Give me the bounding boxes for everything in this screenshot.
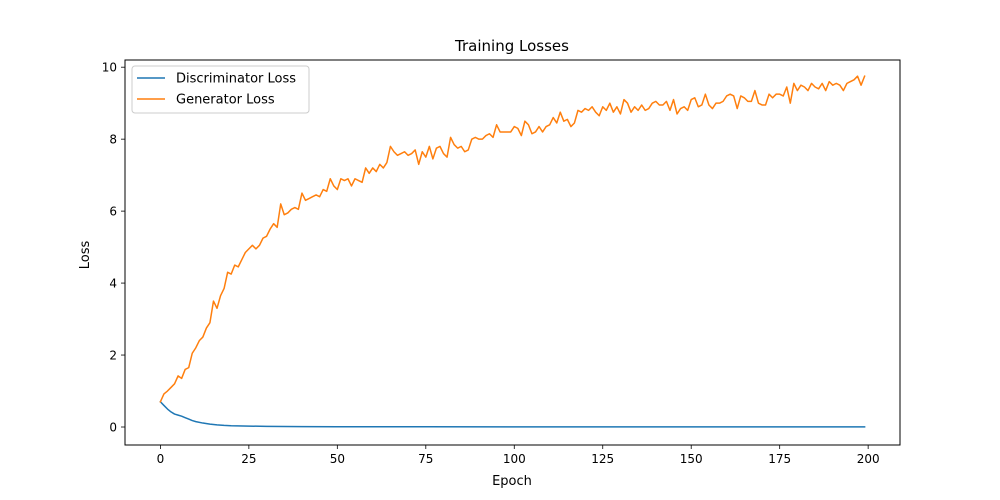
- legend-label-1: Generator Loss: [176, 93, 275, 108]
- y-axis-label: Loss: [78, 241, 93, 270]
- x-tick-label: 200: [857, 452, 880, 466]
- legend-box: [131, 65, 310, 114]
- legend-label-0: Discriminator Loss: [176, 72, 296, 87]
- x-tick-label: 25: [241, 452, 256, 466]
- x-tick-label: 100: [503, 452, 526, 466]
- chart-title: Training Losses: [454, 37, 569, 55]
- legend: Discriminator Loss Generator Loss: [131, 65, 310, 114]
- x-tick-label: 125: [591, 452, 614, 466]
- x-tick-label: 50: [330, 452, 345, 466]
- x-tick-label: 75: [418, 452, 433, 466]
- y-axis: 0 2 4 6 8 10: [102, 61, 125, 435]
- x-tick-label: 150: [680, 452, 703, 466]
- y-tick-label: 10: [102, 61, 117, 75]
- y-tick-label: 4: [109, 277, 117, 291]
- plot-frame: [124, 59, 901, 446]
- y-tick-label: 0: [109, 421, 117, 435]
- x-axis: 0 25 50 75 100 125 150 175 200: [157, 445, 880, 466]
- series-line-1: [159, 75, 866, 403]
- y-tick-label: 8: [109, 133, 117, 147]
- x-tick-label: 175: [768, 452, 791, 466]
- x-tick-label: 0: [157, 452, 165, 466]
- plot-area: [159, 75, 866, 428]
- series-line-0: [159, 400, 866, 428]
- y-tick-label: 2: [109, 349, 117, 363]
- y-tick-label: 6: [109, 205, 117, 219]
- x-axis-label: Epoch: [492, 474, 532, 489]
